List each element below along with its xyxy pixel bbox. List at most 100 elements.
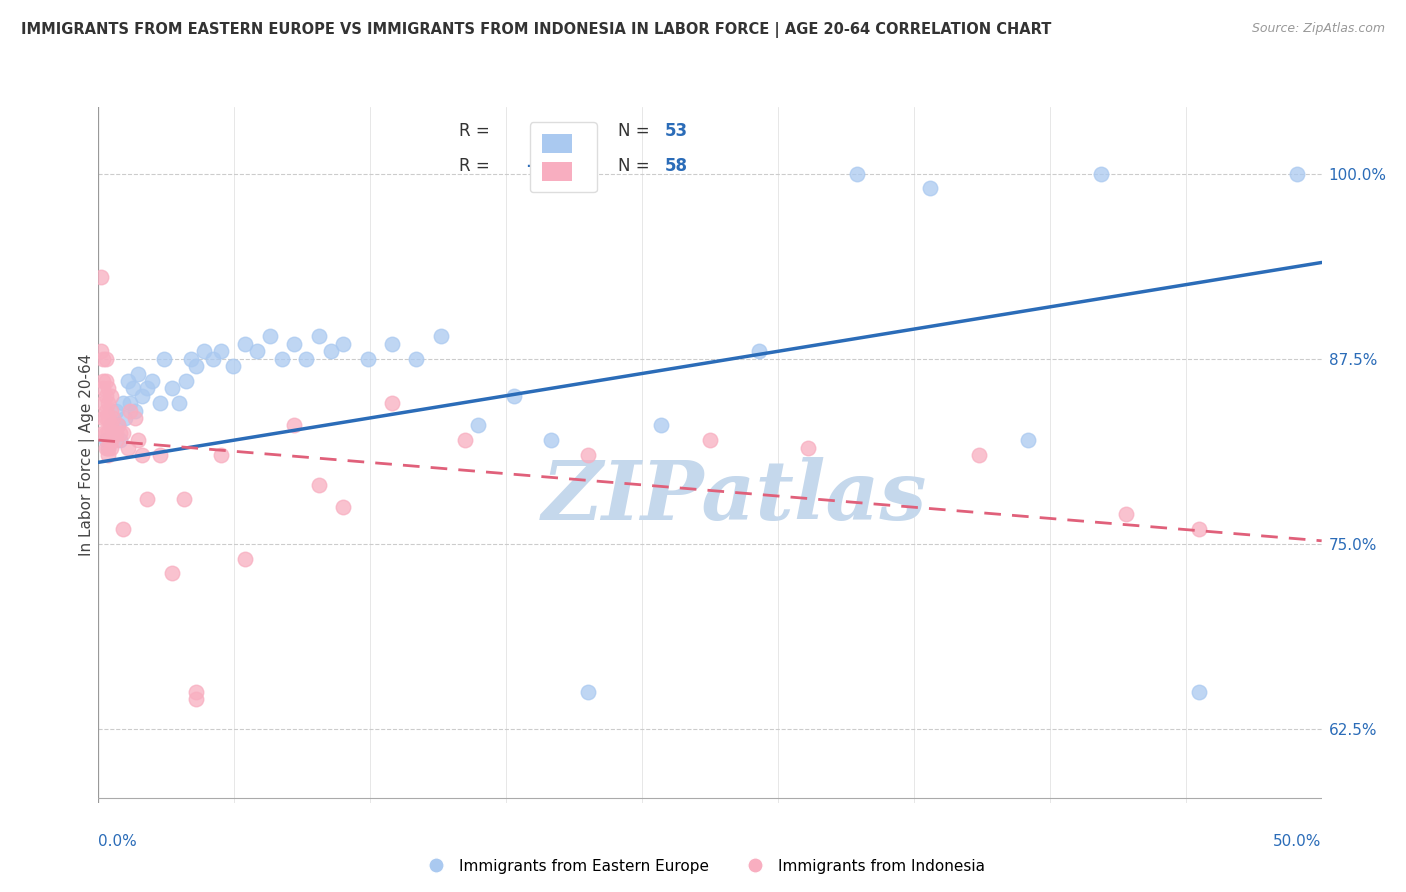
- Point: [97, 448, 120, 462]
- Point: [100, 433, 122, 447]
- Point: [94, 374, 117, 388]
- Point: [100, 389, 122, 403]
- Point: [540, 433, 562, 447]
- Point: [186, 692, 208, 706]
- Point: [107, 418, 129, 433]
- Point: [114, 411, 136, 425]
- Point: [100, 418, 122, 433]
- Text: R =: R =: [460, 122, 495, 140]
- Point: [136, 381, 159, 395]
- Text: N =: N =: [619, 157, 655, 175]
- Point: [120, 403, 142, 417]
- Point: [104, 433, 127, 447]
- Point: [319, 344, 342, 359]
- Point: [117, 374, 139, 388]
- Point: [111, 522, 134, 536]
- Point: [186, 359, 208, 373]
- Point: [576, 448, 599, 462]
- Point: [173, 492, 195, 507]
- Point: [153, 351, 176, 366]
- Point: [149, 448, 172, 462]
- Point: [246, 344, 269, 359]
- Point: [124, 403, 146, 417]
- Point: [104, 425, 127, 440]
- Point: [167, 396, 190, 410]
- Point: [97, 441, 120, 455]
- Point: [117, 441, 139, 455]
- Point: [110, 433, 132, 447]
- Text: Source: ZipAtlas.com: Source: ZipAtlas.com: [1251, 22, 1385, 36]
- Point: [356, 351, 378, 366]
- Point: [283, 418, 305, 433]
- Point: [748, 344, 770, 359]
- Point: [149, 396, 172, 410]
- Point: [430, 329, 453, 343]
- Point: [186, 685, 208, 699]
- Point: [845, 167, 868, 181]
- Point: [97, 441, 120, 455]
- Y-axis label: In Labor Force | Age 20-64: In Labor Force | Age 20-64: [79, 354, 96, 556]
- Point: [107, 418, 129, 433]
- Point: [308, 477, 330, 491]
- Point: [1188, 685, 1211, 699]
- Point: [1017, 433, 1039, 447]
- Point: [131, 389, 153, 403]
- Point: [405, 351, 427, 366]
- Text: N =: N =: [619, 122, 655, 140]
- Point: [193, 344, 215, 359]
- Point: [94, 411, 117, 425]
- Point: [967, 448, 990, 462]
- Point: [91, 411, 114, 425]
- Point: [222, 359, 245, 373]
- Point: [699, 433, 721, 447]
- Point: [101, 425, 124, 440]
- Point: [94, 389, 117, 403]
- Text: 50.0%: 50.0%: [1274, 834, 1322, 849]
- Point: [1286, 167, 1309, 181]
- Point: [127, 433, 149, 447]
- Point: [180, 351, 202, 366]
- Point: [1090, 167, 1112, 181]
- Point: [332, 337, 354, 351]
- Point: [136, 492, 159, 507]
- Point: [454, 433, 477, 447]
- Point: [91, 396, 114, 410]
- Point: [91, 425, 114, 440]
- Point: [209, 344, 232, 359]
- Text: 58: 58: [665, 157, 688, 175]
- Point: [259, 329, 281, 343]
- Point: [111, 425, 134, 440]
- Point: [101, 425, 124, 440]
- Point: [920, 181, 942, 195]
- Point: [97, 411, 120, 425]
- Point: [97, 425, 120, 440]
- Point: [97, 381, 120, 395]
- Point: [160, 566, 183, 581]
- Point: [176, 374, 198, 388]
- Text: R =: R =: [460, 157, 495, 175]
- Text: 0.378: 0.378: [526, 122, 585, 140]
- Text: 53: 53: [665, 122, 688, 140]
- Text: 0.0%: 0.0%: [98, 834, 138, 849]
- Point: [332, 500, 354, 514]
- Point: [101, 411, 124, 425]
- Point: [91, 351, 114, 366]
- Point: [121, 381, 143, 395]
- Point: [308, 329, 330, 343]
- Point: [100, 403, 122, 417]
- Point: [120, 396, 142, 410]
- Point: [233, 551, 256, 566]
- Point: [381, 337, 404, 351]
- Point: [100, 418, 122, 433]
- Point: [141, 374, 163, 388]
- Point: [503, 389, 526, 403]
- Point: [160, 381, 183, 395]
- Point: [91, 374, 114, 388]
- Text: IMMIGRANTS FROM EASTERN EUROPE VS IMMIGRANTS FROM INDONESIA IN LABOR FORCE | AGE: IMMIGRANTS FROM EASTERN EUROPE VS IMMIGR…: [21, 22, 1052, 38]
- Point: [1188, 522, 1211, 536]
- Point: [110, 425, 132, 440]
- Text: ZIPatlas: ZIPatlas: [541, 457, 927, 537]
- Point: [111, 396, 134, 410]
- Point: [91, 381, 114, 395]
- Point: [233, 337, 256, 351]
